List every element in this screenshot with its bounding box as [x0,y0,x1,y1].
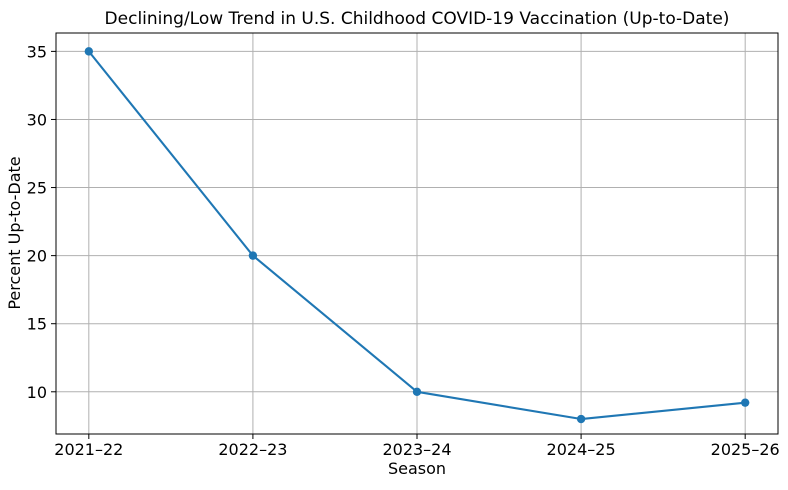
y-tick-label: 15 [27,315,47,334]
y-tick-label: 20 [27,247,47,266]
y-tick-labels: 10 15 20 25 30 35 [27,42,47,401]
data-point-marker [576,414,586,424]
x-tick-label: 2022–23 [218,440,287,459]
y-tick-label: 30 [27,110,47,129]
data-point-marker [84,47,94,56]
y-axis-label: Percent Up-to-Date [5,156,24,309]
data-series [84,47,750,424]
grid-lines [56,33,778,434]
y-tick-label: 10 [27,383,47,402]
x-tick-label: 2024–25 [547,440,616,459]
plot-border [55,32,779,435]
x-tick-label: 2025–26 [711,440,780,459]
y-tick-label: 25 [27,179,47,198]
axis-ticks [51,50,746,439]
y-tick-label: 35 [27,42,47,61]
data-point-marker [412,387,422,396]
data-point-marker [740,398,750,407]
x-axis-label: Season [388,459,446,478]
chart-title: Declining/Low Trend in U.S. Childhood CO… [105,9,730,29]
x-tick-label: 2021–22 [54,440,123,459]
x-tick-labels: 2021–22 2022–23 2023–24 2024–25 2025–26 [54,440,779,459]
data-point-marker [248,251,258,260]
x-tick-label: 2023–24 [382,440,451,459]
